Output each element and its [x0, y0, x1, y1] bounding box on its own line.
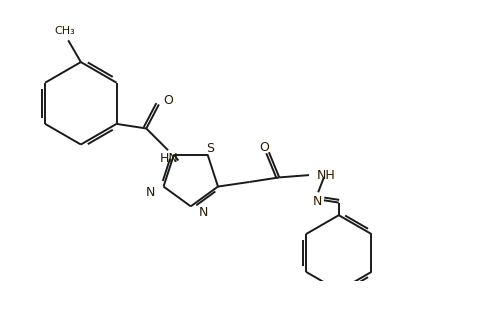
Text: HN: HN — [160, 152, 179, 165]
Text: O: O — [260, 142, 269, 154]
Text: S: S — [206, 142, 214, 154]
Text: N: N — [199, 206, 208, 219]
Text: NH: NH — [317, 169, 336, 182]
Text: CH₃: CH₃ — [55, 26, 75, 36]
Text: O: O — [163, 94, 173, 107]
Text: N: N — [146, 186, 156, 199]
Text: N: N — [312, 195, 322, 208]
